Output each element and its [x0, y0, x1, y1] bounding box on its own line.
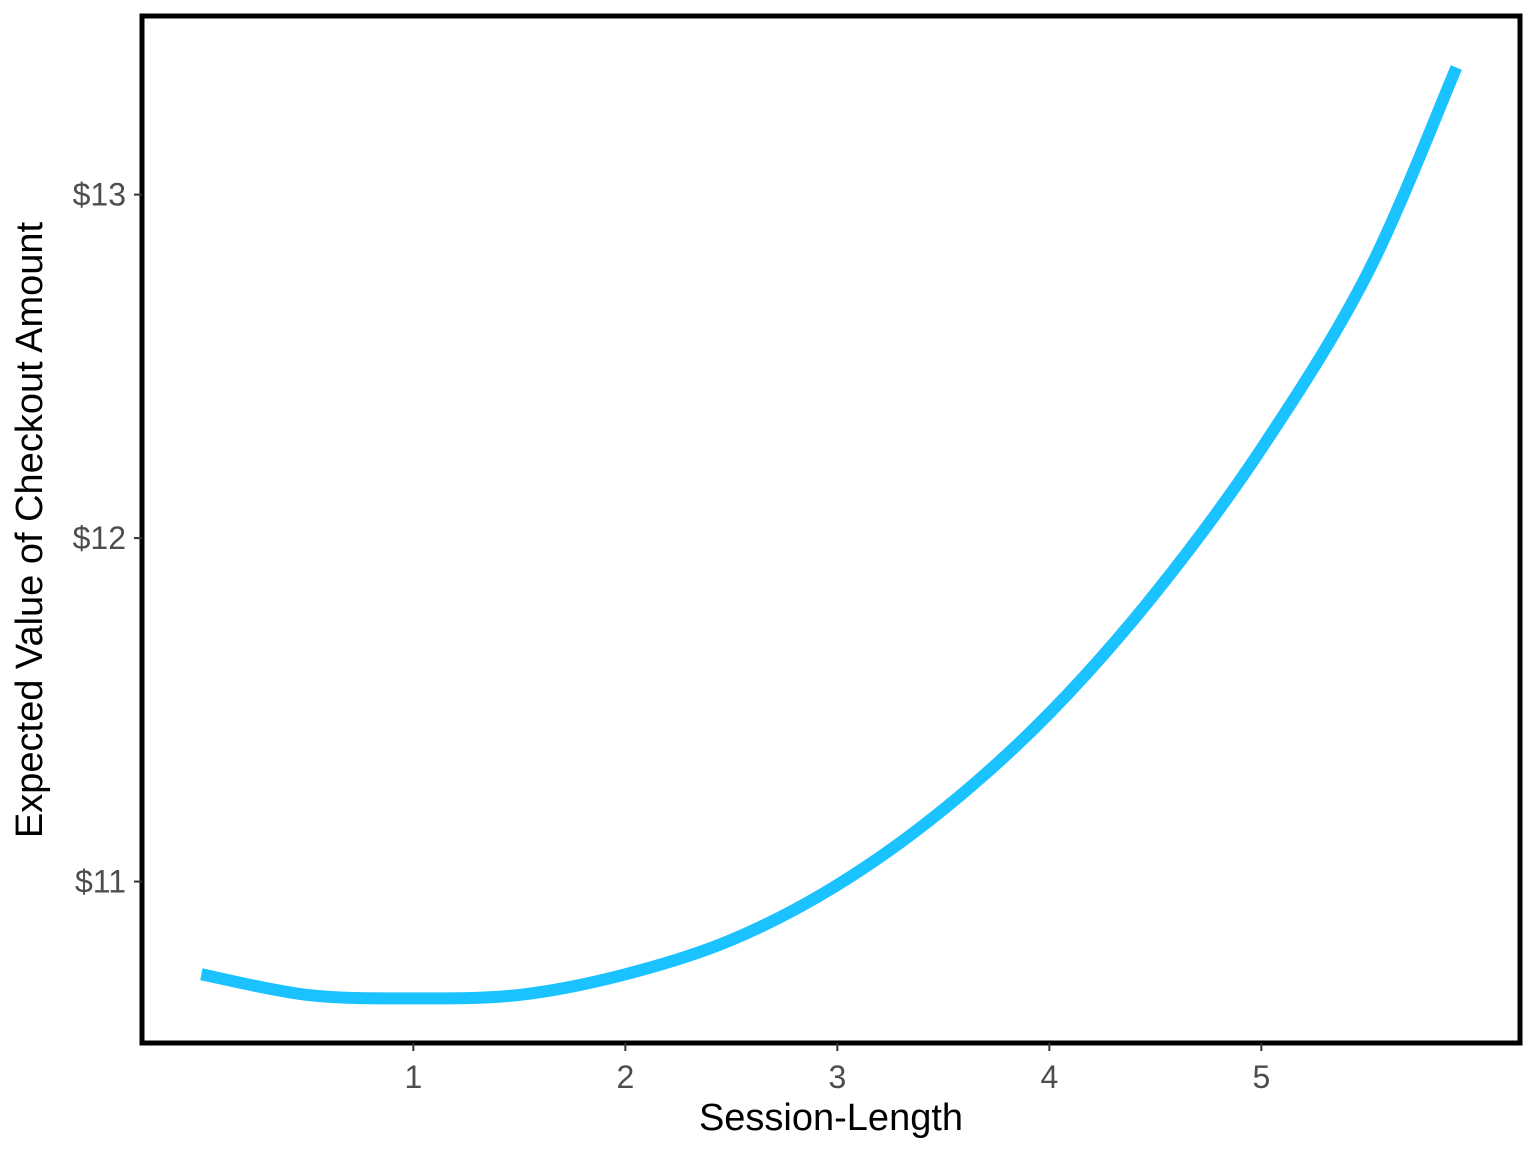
y-axis-title: Expected Value of Checkout Amount — [9, 222, 51, 839]
y-tick-label: $13 — [73, 177, 126, 213]
line-layer — [200, 65, 1462, 1005]
x-tick-label: 1 — [404, 1059, 422, 1095]
plot-panel-border — [139, 13, 1523, 1046]
x-tick-label: 4 — [1040, 1059, 1058, 1095]
y-axis: $11 $12 $13 — [73, 177, 142, 900]
x-tick-label: 3 — [828, 1059, 846, 1095]
series-line-0 — [200, 65, 1462, 1005]
x-axis-title: Session-Length — [699, 1097, 963, 1139]
x-tick-label: 5 — [1252, 1059, 1270, 1095]
x-axis: 1 2 3 4 5 — [404, 1043, 1270, 1095]
x-tick-label: 2 — [616, 1059, 634, 1095]
y-tick-label: $12 — [73, 520, 126, 556]
y-tick-label: $11 — [75, 864, 126, 900]
